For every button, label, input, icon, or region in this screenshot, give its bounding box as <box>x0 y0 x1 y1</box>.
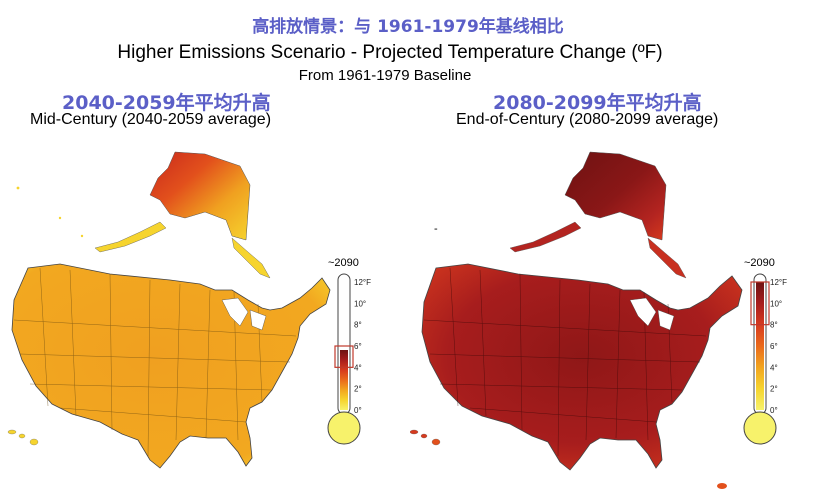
legend-tick-label: 0° <box>354 406 362 415</box>
end-century-title-cn: 2080-2099年平均升高 <box>493 92 702 114</box>
english-subtitle: From 1961-1979 Baseline <box>298 67 472 84</box>
english-title: Higher Emissions Scenario - Projected Te… <box>117 42 663 63</box>
legend-tick-label: 0° <box>770 406 778 415</box>
legend-year-label: ~2090 <box>328 257 359 269</box>
mid-century-title-en: Mid-Century (2040-2059 average) <box>30 111 272 128</box>
legend-tick-label: 2° <box>770 385 778 394</box>
legend-tick-label: 4° <box>770 363 778 372</box>
legend-tick-label: 6° <box>770 342 778 351</box>
puerto-rico <box>717 483 727 489</box>
legend-tick-label: 12°F <box>354 278 371 287</box>
dash-mark: - <box>434 223 438 235</box>
legend-range-marker <box>334 345 354 368</box>
legend-range-marker <box>750 281 770 326</box>
legend-tick-label: 8° <box>354 321 362 330</box>
end-century-legend: ~2090 12°F 10° 8° 6° 4° 2° 0° <box>743 257 787 445</box>
legend-tick-label: 10° <box>354 299 366 308</box>
legend-tick-label: 12°F <box>770 278 787 287</box>
hawaii-islands <box>410 429 441 446</box>
legend-tick-label: 6° <box>354 342 362 351</box>
legend-ticks: 12°F 10° 8° 6° 4° 2° 0° <box>354 278 371 415</box>
thermometer-fill <box>756 282 764 410</box>
end-century-map: - <box>410 151 743 489</box>
contiguous-us-region <box>410 263 743 489</box>
legend-tick-label: 10° <box>770 299 782 308</box>
mid-century-legend: ~2090 12°F 10° 8° 6° 4° 2° 0° <box>327 257 371 445</box>
mid-century-map <box>7 151 331 469</box>
contiguous-us-region <box>7 263 331 469</box>
legend-ticks: 12°F 10° 8° 6° 4° 2° 0° <box>770 278 787 415</box>
legend-tick-label: 4° <box>354 363 362 372</box>
legend-tick-label: 2° <box>354 385 362 394</box>
mid-century-title-cn: 2040-2059年平均升高 <box>62 92 271 114</box>
thermometer-bulb <box>743 411 777 445</box>
thermometer-bulb <box>327 411 361 445</box>
alaska-region <box>509 151 687 279</box>
hawaii-islands <box>7 429 39 446</box>
chinese-title: 高排放情景：与 1961-1979年基线相比 <box>252 17 564 37</box>
legend-year-label: ~2090 <box>744 257 775 269</box>
alaska-region <box>16 151 271 279</box>
legend-tick-label: 8° <box>770 321 778 330</box>
end-century-title-en: End-of-Century (2080-2099 average) <box>456 111 719 128</box>
thermometer-fill <box>340 350 348 410</box>
